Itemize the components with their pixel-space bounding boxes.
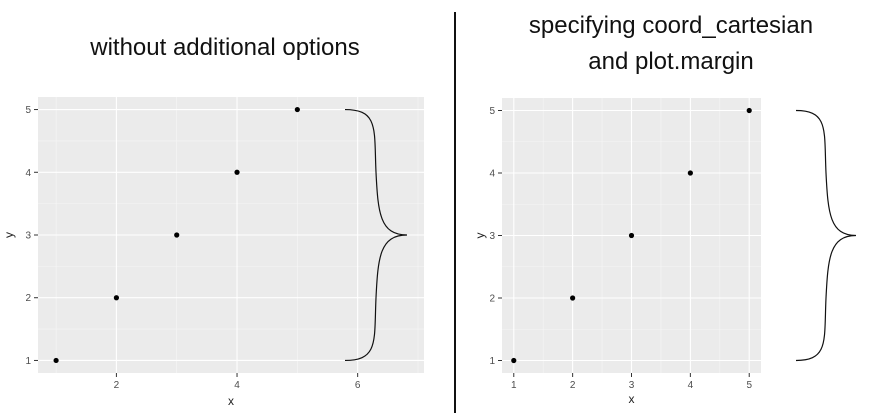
- right-curly-brace: [795, 109, 857, 362]
- right-y-tick-label: 5: [489, 106, 495, 117]
- right-panel-title-line1: specifying coord_cartesian: [528, 12, 814, 39]
- right-y-axis-title: y: [473, 233, 487, 239]
- left-x-tick-label: 6: [355, 380, 361, 391]
- right-y-tick-label: 2: [489, 294, 495, 305]
- panel-divider: [454, 12, 456, 413]
- left-x-axis-title: x: [228, 394, 234, 408]
- left-y-tick-label: 5: [25, 105, 31, 116]
- left-x-tick-label: 4: [234, 380, 240, 391]
- right-data-point: [687, 170, 693, 176]
- right-panel-title-line2: and plot.margin: [588, 48, 754, 75]
- right-y-tick-label: 3: [489, 231, 495, 242]
- left-data-point: [234, 169, 240, 175]
- left-data-point: [113, 295, 120, 301]
- right-data-point: [570, 295, 576, 301]
- right-x-tick-label: 2: [570, 380, 576, 391]
- left-y-tick-label: 2: [25, 293, 31, 304]
- right-x-axis-title: x: [629, 392, 635, 406]
- left-data-point: [174, 232, 180, 238]
- right-y-tick-label: 4: [489, 169, 495, 180]
- right-x-tick-label: 1: [511, 380, 517, 391]
- left-panel-title-text: without additional options: [90, 34, 360, 61]
- left-data-point: [53, 357, 59, 364]
- right-data-point: [746, 107, 752, 114]
- right-y-tick-label: 1: [489, 356, 495, 367]
- left-y-tick-label: 3: [25, 231, 31, 242]
- left-data-point: [294, 106, 300, 113]
- right-panel-title: specifying coord_cartesian and plot.marg…: [461, 8, 881, 80]
- left-y-axis-title: y: [2, 232, 16, 238]
- left-panel-title: without additional options: [0, 30, 450, 66]
- left-x-tick-label: 2: [114, 380, 120, 391]
- right-x-tick-label: 5: [746, 380, 752, 391]
- right-x-tick-label: 3: [629, 380, 635, 391]
- right-data-point: [511, 357, 517, 364]
- right-data-point: [628, 232, 635, 239]
- left-y-tick-label: 4: [25, 168, 31, 179]
- left-curly-brace: [344, 108, 408, 362]
- left-y-tick-label: 1: [25, 356, 31, 367]
- right-x-tick-label: 4: [688, 380, 694, 391]
